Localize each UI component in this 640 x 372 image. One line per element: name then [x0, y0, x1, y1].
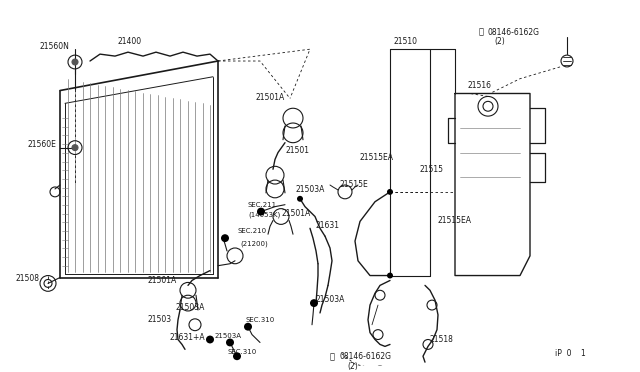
- Text: 21501: 21501: [285, 146, 309, 155]
- Text: 21503A: 21503A: [296, 185, 325, 194]
- Text: 21560N: 21560N: [40, 42, 70, 51]
- Circle shape: [72, 145, 78, 151]
- Circle shape: [226, 339, 234, 346]
- Circle shape: [387, 189, 393, 195]
- Circle shape: [387, 273, 393, 279]
- Text: SEC.211: SEC.211: [248, 202, 277, 208]
- Text: 21515: 21515: [420, 165, 444, 174]
- Text: (2): (2): [494, 38, 505, 46]
- Text: 21501A: 21501A: [148, 276, 177, 285]
- Text: 21510: 21510: [393, 38, 417, 46]
- Circle shape: [310, 299, 318, 307]
- Text: (14053K): (14053K): [248, 212, 280, 218]
- Text: SEC.210: SEC.210: [238, 228, 267, 234]
- Circle shape: [72, 59, 78, 65]
- Text: 21515E: 21515E: [340, 180, 369, 189]
- Text: 21501A: 21501A: [255, 93, 284, 103]
- Text: 08146-6162G: 08146-6162G: [340, 352, 392, 361]
- Text: 21631: 21631: [315, 221, 339, 230]
- Circle shape: [297, 196, 303, 202]
- Text: 21518: 21518: [430, 334, 454, 344]
- Text: Ⓑ: Ⓑ: [479, 28, 484, 36]
- Text: 21503: 21503: [148, 315, 172, 324]
- Text: 21503A: 21503A: [175, 303, 204, 312]
- Text: 21516: 21516: [468, 81, 492, 90]
- Text: 21631+A: 21631+A: [170, 333, 205, 341]
- Text: 21508: 21508: [16, 273, 40, 283]
- Text: 21503A: 21503A: [215, 333, 242, 339]
- Circle shape: [257, 208, 265, 215]
- Text: SEC.310: SEC.310: [245, 317, 275, 323]
- Text: Ⓑ: Ⓑ: [330, 352, 335, 361]
- Text: 21515EA: 21515EA: [437, 217, 471, 225]
- Circle shape: [244, 323, 252, 331]
- Circle shape: [221, 234, 229, 242]
- Text: (2): (2): [347, 362, 358, 371]
- Text: iP  0    1: iP 0 1: [555, 349, 586, 358]
- Text: 21515EA: 21515EA: [360, 153, 394, 161]
- Text: 21400: 21400: [118, 38, 142, 46]
- Text: 21503A: 21503A: [315, 295, 344, 304]
- Text: 08146-6162G: 08146-6162G: [488, 28, 540, 36]
- Text: 21560E: 21560E: [28, 140, 57, 149]
- Circle shape: [233, 352, 241, 360]
- Text: (21200): (21200): [240, 240, 268, 247]
- Circle shape: [206, 336, 214, 343]
- Text: 21501A: 21501A: [282, 209, 311, 218]
- Text: SEC.310: SEC.310: [228, 349, 257, 355]
